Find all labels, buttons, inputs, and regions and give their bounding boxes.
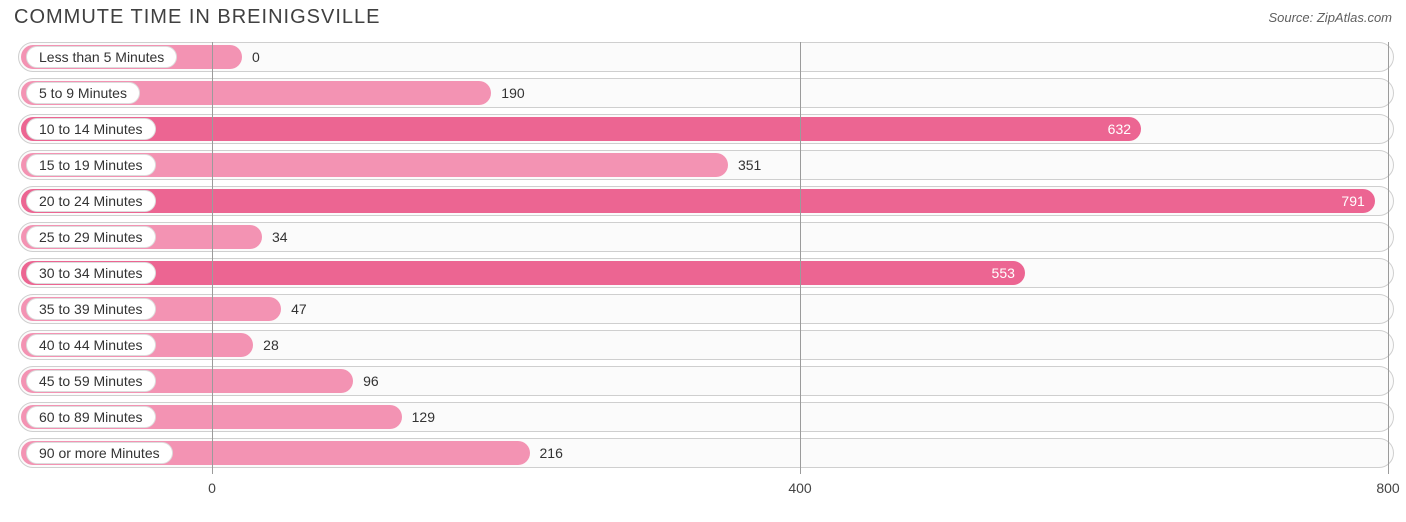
x-tick-label: 800 [1376,480,1399,496]
bar-row: 15 to 19 Minutes 351 [18,150,1394,180]
plot-area: Less than 5 Minutes 0 5 to 9 Minutes 190 10 … [18,42,1394,474]
bar-row: 5 to 9 Minutes 190 [18,78,1394,108]
value-label: 553 [992,265,1015,281]
category-label: 90 or more Minutes [26,442,173,464]
grid-line [1388,42,1389,474]
value-label: 351 [738,157,761,173]
x-tick-label: 0 [208,480,216,496]
value-label: 96 [363,373,379,389]
value-label: 216 [540,445,563,461]
category-label: 5 to 9 Minutes [26,82,140,104]
value-label: 190 [501,85,524,101]
value-label: 0 [252,49,260,65]
grid-line [800,42,801,474]
bar-row: 30 to 34 Minutes 553 [18,258,1394,288]
bar-row: 25 to 29 Minutes 34 [18,222,1394,252]
category-label: 60 to 89 Minutes [26,406,156,428]
grid-line [212,42,213,474]
bar-fill [21,261,1025,285]
bar-row: 20 to 24 Minutes 791 [18,186,1394,216]
chart-source: Source: ZipAtlas.com [1268,10,1392,25]
bar-row: 90 or more Minutes 216 [18,438,1394,468]
chart-title: COMMUTE TIME IN BREINIGSVILLE [14,6,380,29]
category-label: 10 to 14 Minutes [26,118,156,140]
bar-row: 35 to 39 Minutes 47 [18,294,1394,324]
bar-rows: Less than 5 Minutes 0 5 to 9 Minutes 190 10 … [18,42,1394,468]
category-label: 40 to 44 Minutes [26,334,156,356]
bar-fill [21,117,1141,141]
value-label: 791 [1341,193,1364,209]
value-label: 47 [291,301,307,317]
value-label: 34 [272,229,288,245]
category-label: 25 to 29 Minutes [26,226,156,248]
category-label: Less than 5 Minutes [26,46,177,68]
category-label: 20 to 24 Minutes [26,190,156,212]
bar-row: Less than 5 Minutes 0 [18,42,1394,72]
category-label: 30 to 34 Minutes [26,262,156,284]
bar-row: 10 to 14 Minutes 632 [18,114,1394,144]
category-label: 45 to 59 Minutes [26,370,156,392]
value-label: 129 [412,409,435,425]
bar-row: 40 to 44 Minutes 28 [18,330,1394,360]
category-label: 15 to 19 Minutes [26,154,156,176]
category-label: 35 to 39 Minutes [26,298,156,320]
value-label: 28 [263,337,279,353]
x-tick-label: 400 [788,480,811,496]
value-label: 632 [1108,121,1131,137]
bar-fill [21,189,1375,213]
bar-row: 60 to 89 Minutes 129 [18,402,1394,432]
bar-row: 45 to 59 Minutes 96 [18,366,1394,396]
